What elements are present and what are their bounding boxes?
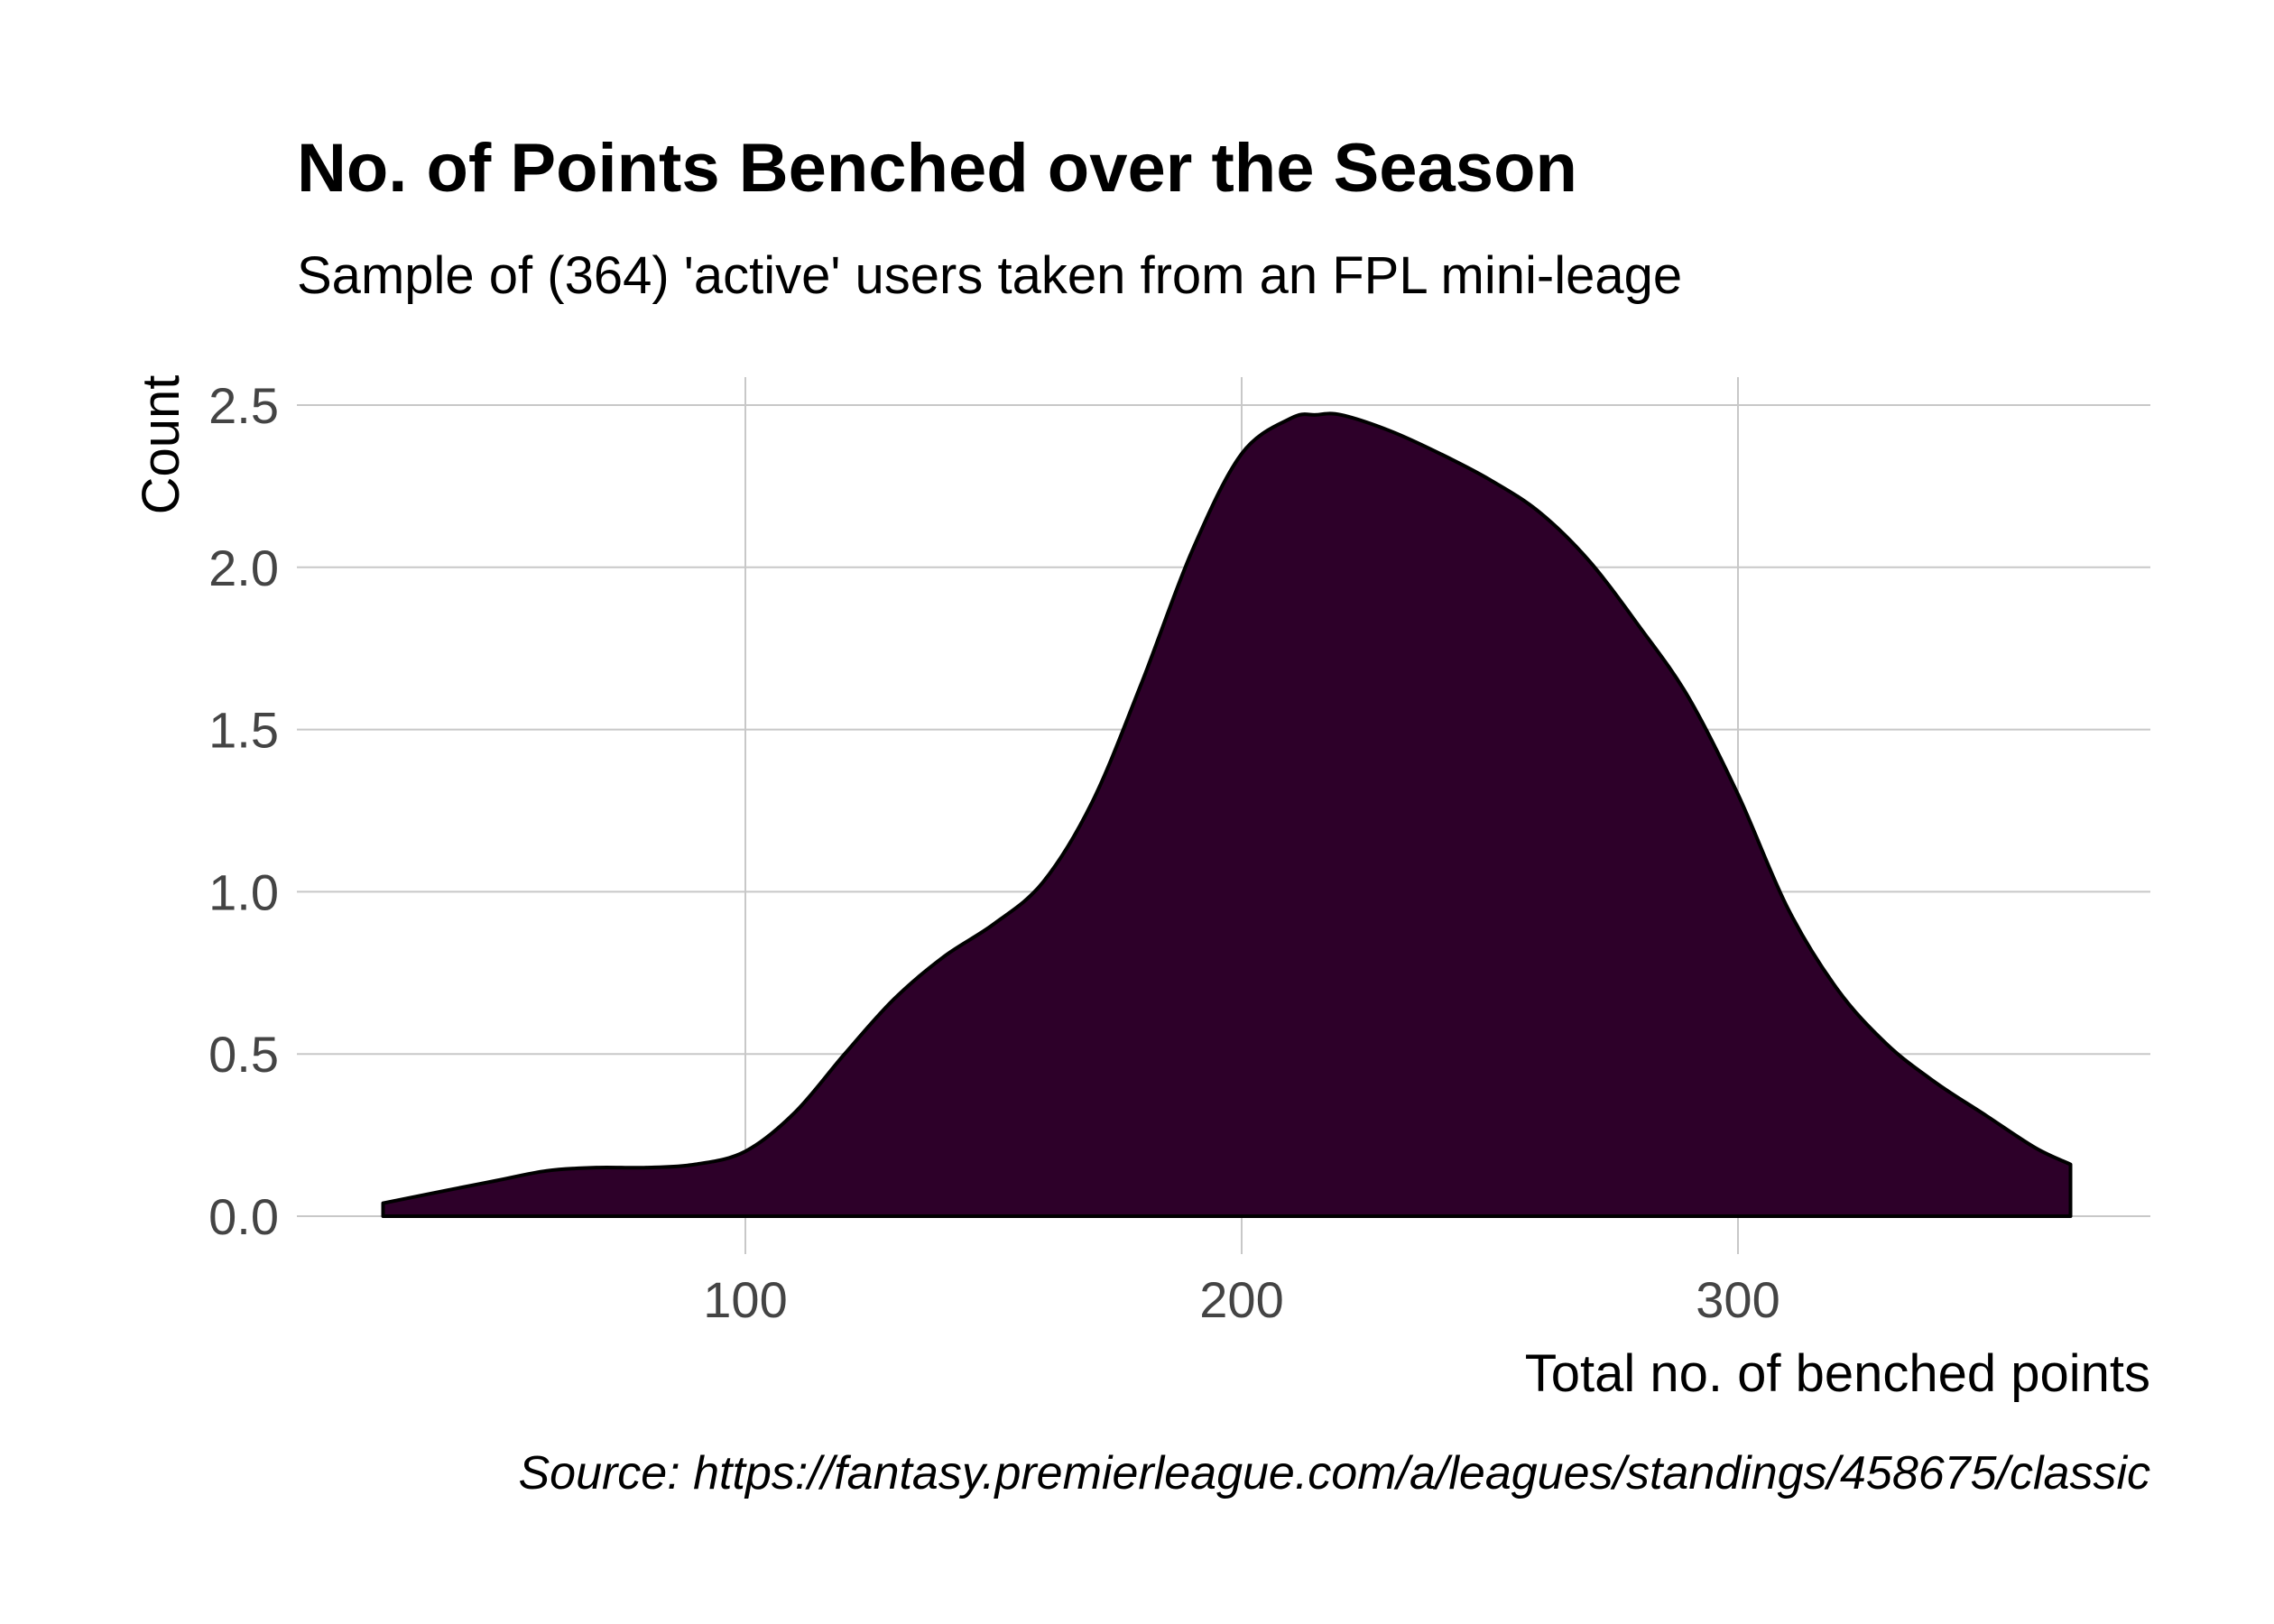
y-tick-label-0.0: 0.0 (208, 1188, 279, 1245)
x-tick-label-300: 300 (1696, 1271, 1779, 1328)
y-tick-label-2.5: 2.5 (208, 377, 279, 434)
y-tick-label-2.0: 2.0 (208, 540, 279, 596)
source-caption: Source: https://fantasy.premierleague.co… (518, 1447, 2150, 1499)
y-tick-labels: 0.0 0.5 1.0 1.5 2.0 2.5 (208, 377, 279, 1245)
density-area (381, 411, 2073, 1218)
x-tick-labels: 100 200 300 (703, 1271, 1779, 1328)
y-tick-label-1.5: 1.5 (208, 702, 279, 759)
chart-title: No. of Points Benched over the Season (297, 130, 1577, 207)
x-tick-label-100: 100 (703, 1271, 787, 1328)
y-axis-label: Count (132, 375, 190, 515)
y-tick-label-1.0: 1.0 (208, 863, 279, 920)
x-axis-label: Total no. of benched points (1525, 1344, 2150, 1403)
chart-subtitle: Sample of (364) 'active' users taken fro… (297, 246, 1682, 305)
x-tick-label-200: 200 (1199, 1271, 1283, 1328)
y-tick-label-0.5: 0.5 (208, 1026, 279, 1083)
